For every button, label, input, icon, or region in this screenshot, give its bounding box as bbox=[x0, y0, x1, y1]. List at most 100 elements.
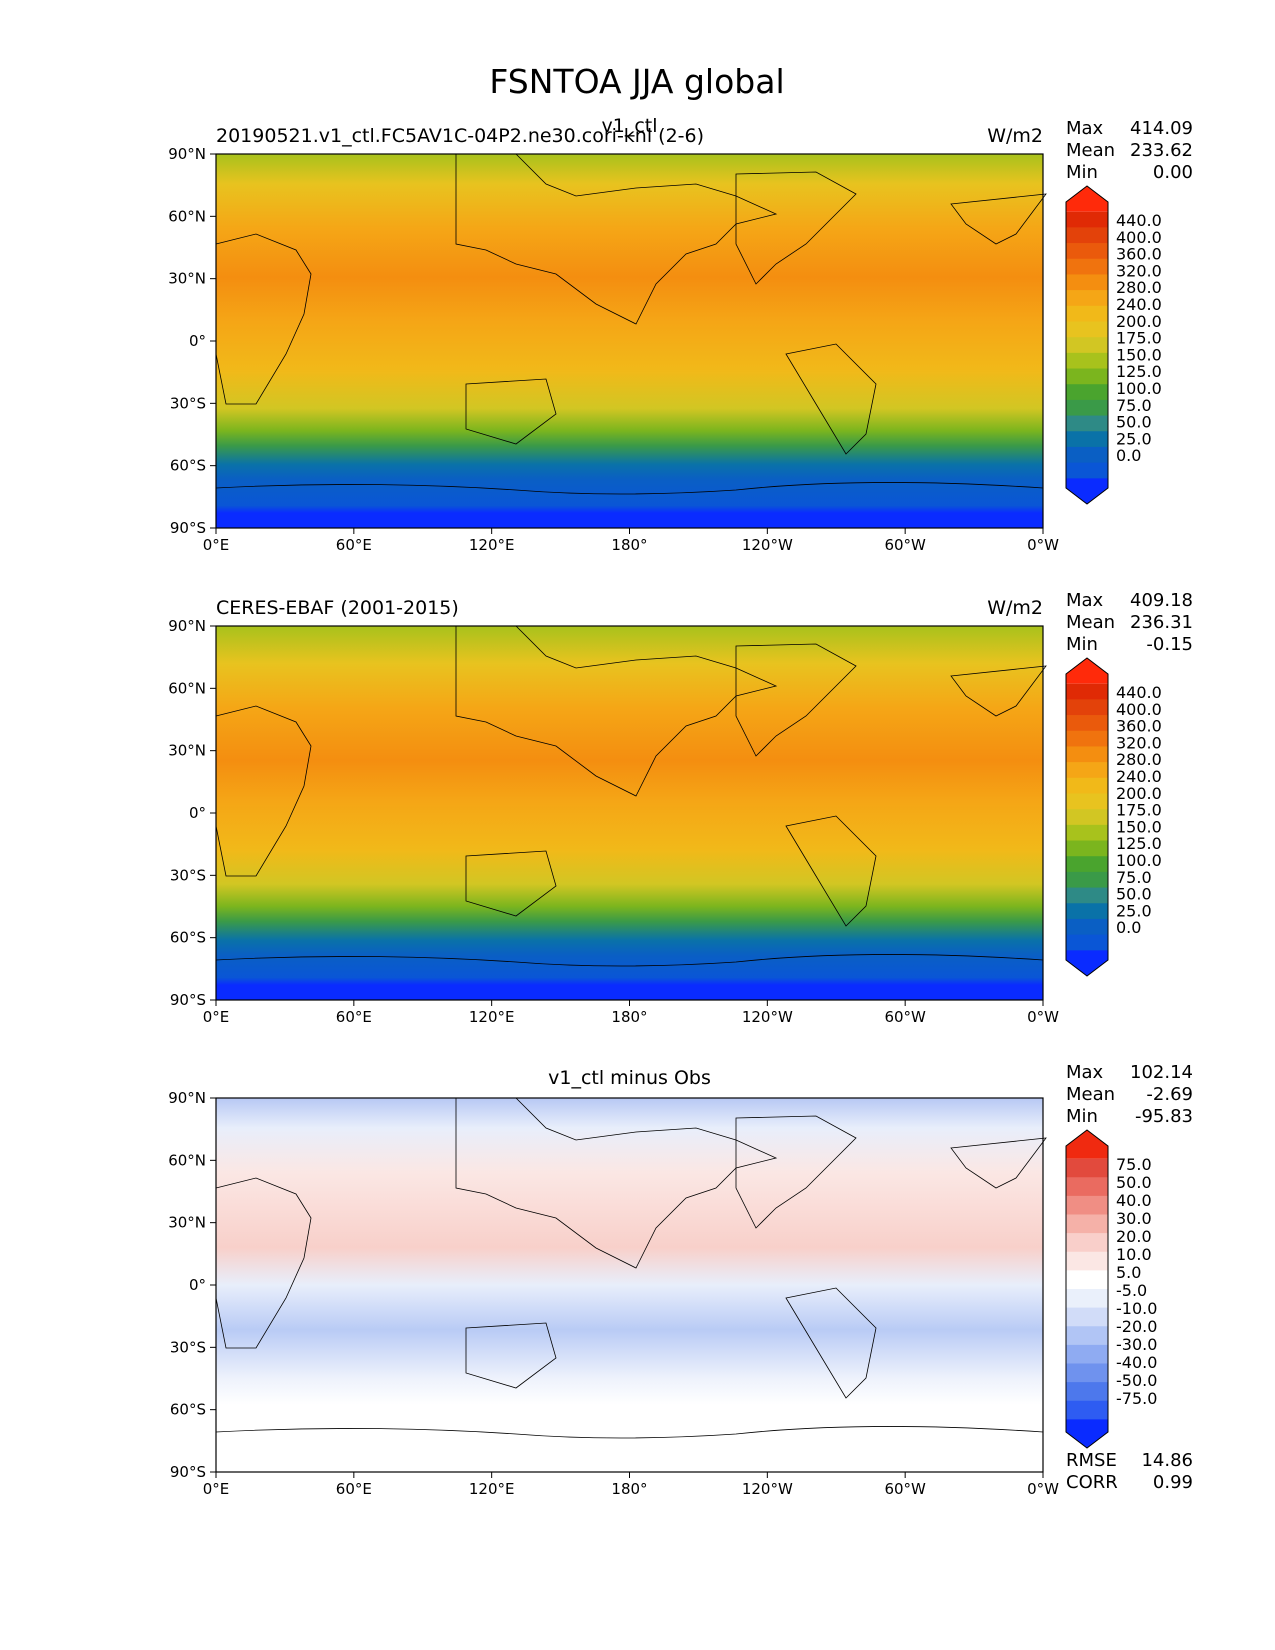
colorbar-swatch bbox=[1066, 258, 1108, 276]
lon-tick-label: 60°E bbox=[336, 1008, 372, 1026]
colorbar-swatch bbox=[1066, 1177, 1108, 1197]
colorbar-swatch bbox=[1066, 462, 1108, 479]
colorbar-label: 25.0 bbox=[1116, 901, 1152, 920]
continent-outline bbox=[455, 625, 778, 797]
lat-tick-label: 30°N bbox=[168, 742, 206, 760]
lat-tick-label: 60°N bbox=[168, 679, 206, 697]
colorbar-swatch bbox=[1066, 856, 1108, 873]
lat-tick-label: 0° bbox=[189, 804, 206, 822]
panel-title-left: 20190521.v1_ctl.FC5AV1C-04P2.ne30.cori-k… bbox=[216, 125, 704, 147]
colorbar-swatch bbox=[1066, 746, 1108, 763]
panel-title-right: W/m2 bbox=[987, 125, 1043, 147]
colorbar-swatch bbox=[1066, 793, 1108, 810]
colorbar-label: 440.0 bbox=[1116, 211, 1162, 230]
colorbar-cap-bottom bbox=[1066, 478, 1108, 504]
colorbar-swatch bbox=[1066, 824, 1108, 842]
colorbar-swatch bbox=[1066, 1326, 1108, 1346]
colorbar-label: 175.0 bbox=[1116, 801, 1162, 820]
colorbar-label: 0.0 bbox=[1116, 918, 1141, 937]
colorbar-cap-bottom bbox=[1066, 1419, 1108, 1448]
lat-tick-label: 90°N bbox=[168, 1089, 206, 1107]
colorbar-label: 100.0 bbox=[1116, 379, 1162, 398]
colorbar-swatch bbox=[1066, 384, 1108, 401]
lon-tick-label: 120°W bbox=[742, 536, 793, 554]
continent-outline bbox=[785, 815, 877, 927]
antarctica-outline bbox=[215, 482, 1044, 495]
lon-tick-label: 0°W bbox=[1027, 1008, 1059, 1026]
colorbar-swatch bbox=[1066, 1307, 1108, 1327]
stat-value: 414.09 bbox=[1130, 118, 1193, 139]
colorbar-swatch bbox=[1066, 321, 1108, 338]
lon-tick-label: 0°W bbox=[1027, 1480, 1059, 1498]
continent-outline bbox=[455, 153, 778, 325]
stat-value: 102.14 bbox=[1130, 1062, 1193, 1083]
colorbar-label: 200.0 bbox=[1116, 312, 1162, 331]
lon-tick-label: 60°W bbox=[884, 536, 926, 554]
colorbar-label: 25.0 bbox=[1116, 429, 1152, 448]
stat-label: RMSE bbox=[1066, 1450, 1117, 1471]
colorbar-swatch bbox=[1066, 1382, 1108, 1402]
stat-label: Max bbox=[1066, 590, 1104, 611]
lat-tick-label: 90°S bbox=[170, 991, 206, 1009]
colorbar-swatch bbox=[1066, 1214, 1108, 1234]
lon-tick-label: 180° bbox=[611, 1480, 647, 1498]
colorbar-swatch bbox=[1066, 1270, 1108, 1290]
panel-title-center: v1_ctl minus Obs bbox=[548, 1067, 711, 1089]
lon-tick-label: 0°E bbox=[203, 1008, 230, 1026]
map-field-diff bbox=[216, 1098, 1043, 1472]
colorbar-swatch bbox=[1066, 274, 1108, 291]
colorbar-label: -30.0 bbox=[1116, 1335, 1157, 1354]
stat-label: Max bbox=[1066, 118, 1104, 139]
lon-tick-label: 120°E bbox=[469, 1480, 515, 1498]
colorbar-test: 440.0400.0360.0320.0280.0240.0200.0175.0… bbox=[1065, 185, 1162, 505]
colorbar-label: 50.0 bbox=[1116, 1173, 1152, 1192]
lat-tick-label: 90°N bbox=[168, 145, 206, 163]
colorbar-label: 360.0 bbox=[1116, 717, 1162, 736]
stat-value: 14.86 bbox=[1141, 1450, 1193, 1471]
map-field-ref bbox=[216, 626, 1043, 1000]
colorbar-swatch bbox=[1066, 1400, 1108, 1420]
colorbar-label: 400.0 bbox=[1116, 228, 1162, 247]
continent-outline bbox=[215, 233, 312, 405]
colorbar-cap-top bbox=[1066, 186, 1108, 212]
antarctica-outline bbox=[215, 954, 1044, 967]
colorbar-label: 360.0 bbox=[1116, 245, 1162, 264]
colorbar-label: 100.0 bbox=[1116, 851, 1162, 870]
continent-outline bbox=[735, 643, 857, 757]
colorbar-label: 240.0 bbox=[1116, 295, 1162, 314]
lat-tick-label: 90°N bbox=[168, 617, 206, 635]
lat-tick-label: 30°S bbox=[170, 1338, 206, 1356]
colorbar-label: 150.0 bbox=[1116, 817, 1162, 836]
panel-title-right: W/m2 bbox=[987, 597, 1043, 619]
figure-title: FSNTOA JJA global bbox=[489, 62, 784, 101]
colorbar-swatch bbox=[1066, 290, 1108, 307]
lon-tick-label: 180° bbox=[611, 1008, 647, 1026]
panels-container: 90°N 60°N 30°N 0° 30°S 60°S 90°S0°E 60°E 120°E 18… bbox=[168, 115, 1193, 1498]
colorbar-swatch bbox=[1066, 305, 1108, 323]
colorbar-swatch bbox=[1066, 762, 1108, 779]
colorbar-swatch bbox=[1066, 352, 1108, 370]
colorbar-label: 200.0 bbox=[1116, 784, 1162, 803]
colorbar-swatch bbox=[1066, 399, 1108, 417]
lat-tick-label: 60°S bbox=[170, 457, 206, 475]
colorbar-label: 30.0 bbox=[1116, 1209, 1152, 1228]
lat-tick-label: 0° bbox=[189, 332, 206, 350]
colorbar-cap-top bbox=[1066, 658, 1108, 684]
colorbar-swatch bbox=[1066, 683, 1108, 700]
panel-title-left: CERES-EBAF (2001-2015) bbox=[216, 597, 459, 619]
colorbar-swatch bbox=[1066, 243, 1108, 260]
lat-tick-label: 60°S bbox=[170, 1401, 206, 1419]
colorbar-label: 400.0 bbox=[1116, 700, 1162, 719]
lat-tick-label: 60°N bbox=[168, 207, 206, 225]
stat-value: 0.99 bbox=[1153, 1472, 1193, 1493]
continent-outline bbox=[215, 705, 312, 877]
continent-outline bbox=[465, 1322, 557, 1389]
colorbar-swatch bbox=[1066, 227, 1108, 244]
panel-ref: 90°N 60°N 30°N 0° 30°S 60°S 90°S0°E 60°E 120°E 18… bbox=[168, 590, 1193, 1026]
colorbar-label: 280.0 bbox=[1116, 278, 1162, 297]
colorbar-cap-top bbox=[1066, 1130, 1108, 1159]
stat-value: -95.83 bbox=[1135, 1106, 1193, 1127]
colorbar-swatch bbox=[1066, 730, 1108, 748]
colorbar-label: 125.0 bbox=[1116, 362, 1162, 381]
stat-label: Min bbox=[1066, 1106, 1098, 1127]
